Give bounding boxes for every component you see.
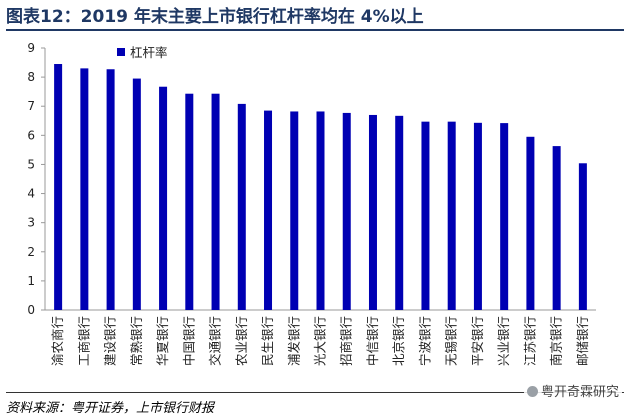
y-tick-label: 1 [27, 274, 35, 288]
bar-chart: 0 1 2 3 4 5 6 7 8 9 渝农商行 工商银行 建设银行 常熟银行 华夏银行 中国银行 交通银行农… [27, 41, 596, 366]
bar-14 [395, 115, 404, 310]
x-tick-label: 民生银行 [260, 316, 275, 366]
x-tick-label: 渝农商行 [50, 316, 65, 366]
x-tick-label: 平安银行 [470, 316, 485, 366]
watermark: 粤开奇霖研究 [523, 381, 622, 400]
bar-20 [552, 146, 561, 310]
x-tick-label: 光大银行 [313, 316, 328, 366]
x-tick-label: 中国银行 [181, 316, 196, 366]
bar-10 [290, 111, 299, 310]
bar-9 [264, 110, 273, 310]
x-axis-labels: 渝农商行 工商银行 建设银行 常熟银行 华夏银行 中国银行 交通银行 农业银行 民生银行 浦发银行… [50, 316, 590, 366]
x-tick-label: 无锡银行 [444, 316, 459, 366]
bar-18 [500, 123, 509, 311]
bar-13 [368, 114, 377, 310]
x-tick-label: 邮储银行 [575, 316, 590, 366]
y-tick-label: 2 [27, 245, 35, 259]
title-rule [6, 29, 624, 31]
x-tick-label: 南京银行 [549, 316, 564, 366]
x-tick-label: 中信银行 [365, 316, 380, 366]
bar-16 [447, 121, 456, 310]
source-note: 资料来源：粤开证券，上市银行财报 [6, 401, 215, 416]
y-tick-label: 3 [27, 216, 35, 230]
x-tick-label: 宁波银行 [417, 316, 432, 366]
bar-12 [342, 112, 351, 310]
bar-3 [106, 69, 115, 310]
bar-15 [421, 121, 430, 310]
bars-group [54, 64, 587, 311]
x-tick-label: 北京银行 [391, 316, 406, 366]
x-tick-label: 交通银行 [208, 316, 223, 366]
x-tick-label: 建设银行 [103, 316, 118, 366]
bar-5 [159, 86, 168, 311]
y-tick-label: 9 [27, 41, 35, 55]
y-tick-label: 7 [27, 99, 35, 113]
y-tick-label: 6 [27, 128, 35, 142]
x-tick-label: 常熟银行 [129, 316, 144, 366]
legend-swatch [117, 48, 125, 56]
y-tick-label: 8 [27, 70, 35, 84]
x-tick-label: 农业银行 [234, 316, 249, 366]
x-tick-label: 工商银行 [76, 316, 91, 366]
y-tick-label: 5 [27, 157, 35, 171]
bar-11 [316, 111, 325, 310]
bar-6 [185, 93, 194, 311]
x-tick-label: 华夏银行 [155, 316, 170, 366]
x-tick-label: 浦发银行 [286, 316, 301, 366]
legend-label: 杠杆率 [130, 45, 168, 60]
x-tick-label: 江苏银行 [522, 316, 537, 366]
legend: 杠杆率 [117, 45, 168, 60]
bar-8 [237, 103, 246, 310]
watermark-text: 粤开奇霖研究 [540, 385, 619, 400]
y-tick-label: 0 [27, 303, 35, 317]
bar-1 [54, 64, 63, 310]
bar-19 [526, 136, 535, 310]
figure-title: 图表12：2019 年末主要上市银行杠杆率均在 4%以上 [6, 7, 424, 27]
x-tick-label: 招商银行 [339, 316, 354, 366]
y-tick-label: 4 [27, 187, 35, 201]
bar-2 [80, 68, 89, 310]
footer-rule [6, 392, 624, 393]
bar-4 [132, 78, 141, 310]
bar-7 [211, 93, 220, 311]
x-tick-label: 兴业银行 [496, 316, 511, 366]
bar-21 [578, 163, 587, 310]
wechat-icon [526, 386, 538, 397]
bar-17 [473, 122, 482, 310]
